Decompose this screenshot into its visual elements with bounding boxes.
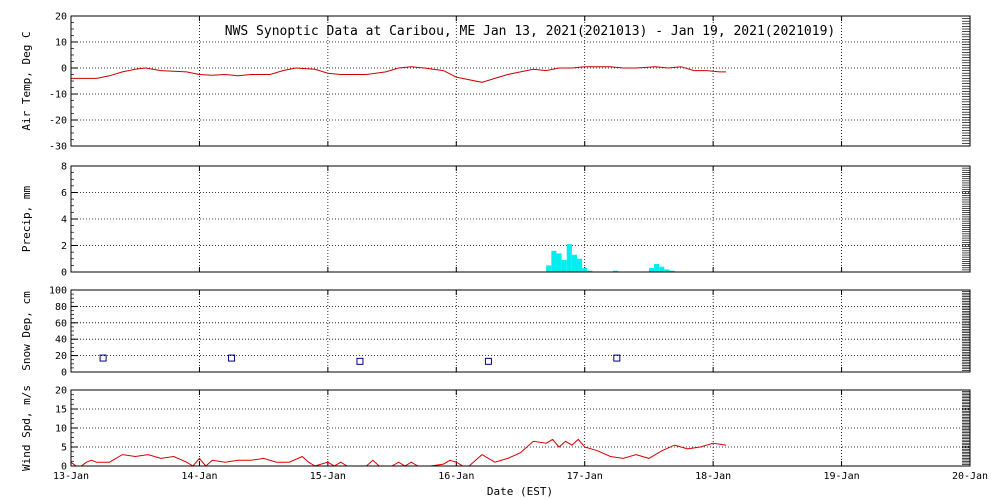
x-tick-label: 19-Jan — [824, 471, 860, 482]
air-temp-ylabel: Air Temp, Deg C — [20, 31, 33, 130]
precip-ylabel: Precip, mm — [20, 186, 33, 253]
precip-bar — [551, 250, 557, 272]
y-tick-label: 10 — [55, 424, 67, 435]
y-tick-label: 0 — [61, 64, 67, 75]
precip-bar — [659, 266, 665, 272]
precip-bar — [571, 254, 578, 272]
x-tick-label: 18-Jan — [695, 471, 731, 482]
panel-wind-speed: 0 5 10 15 20 Wind Spd, m/s — [20, 385, 971, 473]
y-tick-label: -30 — [49, 142, 67, 153]
x-tick-label: 14-Jan — [181, 471, 217, 482]
x-tick-label: 17-Jan — [567, 471, 603, 482]
x-tick-label: 16-Jan — [438, 471, 474, 482]
air-temp-line — [71, 66, 726, 83]
wind-speed-ylabel: Wind Spd, m/s — [20, 385, 33, 471]
snow-depth-point — [99, 354, 107, 362]
y-tick-label: 100 — [49, 286, 67, 297]
panel-frame — [70, 15, 971, 147]
y-tick-label: -10 — [49, 90, 67, 101]
panel-frame — [70, 289, 971, 373]
y-tick-label: 0 — [61, 268, 67, 279]
y-tick-label: 20 — [55, 12, 67, 23]
panel-snow-depth: 0 20 40 60 80 100 Snow Dep, cm — [20, 286, 971, 379]
x-tick-label: 13-Jan — [53, 471, 89, 482]
precip-bar — [577, 258, 583, 272]
precip-bar — [612, 270, 619, 272]
precip-bar — [546, 265, 552, 272]
y-tick-label: 20 — [55, 351, 67, 362]
x-axis: 13-Jan 14-Jan 15-Jan 16-Jan 17-Jan 18-Jan 19-J… — [53, 471, 988, 482]
x-tick-label: 15-Jan — [310, 471, 346, 482]
y-tick-label: 20 — [55, 386, 67, 397]
y-tick-label: 8 — [61, 162, 67, 173]
y-tick-label: 2 — [61, 241, 67, 252]
y-tick-label: 6 — [61, 188, 67, 199]
y-tick-label: 0 — [61, 462, 67, 473]
snow-depth-point — [484, 357, 492, 365]
panel-frame — [70, 165, 971, 273]
precip-bar — [654, 264, 660, 272]
panels: -30 -20 -10 0 10 20 Air Temp, Deg C 0 2 4 6 8 Precip… — [20, 12, 971, 473]
precip-bar — [582, 268, 588, 272]
x-tick-label: 20-Jan — [952, 471, 988, 482]
precip-bar — [664, 269, 670, 272]
y-tick-label: 4 — [61, 215, 67, 226]
precip-bar — [556, 253, 562, 272]
precip-bar — [648, 268, 655, 272]
y-tick-label: 40 — [55, 335, 67, 346]
wind-speed-line — [70, 438, 727, 467]
y-tick-label: 80 — [55, 302, 67, 313]
y-tick-label: 0 — [61, 368, 67, 379]
panel-frame — [70, 389, 971, 467]
y-tick-label: 15 — [55, 405, 67, 416]
precip-bar — [561, 260, 567, 272]
snow-depth-point — [613, 354, 621, 362]
snow-depth-point — [356, 357, 364, 365]
precip-bar — [566, 244, 572, 272]
precip-bar — [669, 270, 675, 272]
panel-air-temp: -30 -20 -10 0 10 20 Air Temp, Deg C — [20, 12, 971, 153]
y-tick-label: 10 — [55, 38, 67, 49]
snow-depth-ylabel: Snow Dep, cm — [20, 291, 33, 371]
x-axis-label: Date (EST) — [487, 485, 553, 498]
panel-precip: 0 2 4 6 8 Precip, mm — [20, 162, 971, 279]
chart-title: NWS Synoptic Data at Caribou, ME Jan 13,… — [225, 24, 835, 39]
y-tick-label: -20 — [49, 116, 67, 127]
y-tick-label: 5 — [61, 443, 67, 454]
snow-depth-point — [228, 354, 236, 362]
precip-bar — [587, 270, 593, 272]
y-tick-label: 60 — [55, 318, 67, 329]
